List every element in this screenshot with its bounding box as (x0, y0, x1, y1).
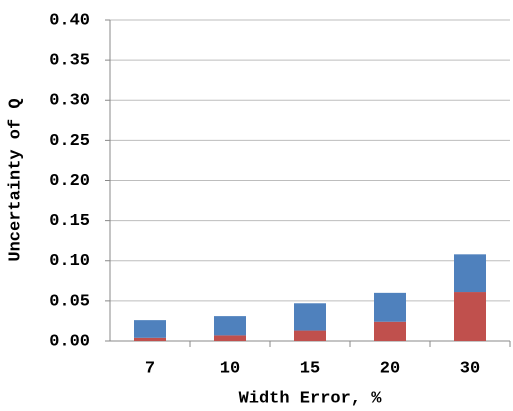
y-tick-label: 0.15 (49, 212, 90, 231)
y-tick-label: 0.00 (49, 332, 90, 351)
x-axis-title: Width Error, % (239, 389, 383, 408)
bar-segment (374, 292, 406, 322)
y-tick-label: 0.40 (49, 11, 90, 30)
bar-segment (454, 254, 486, 293)
y-axis-title: Uncertainty of Q (6, 98, 25, 261)
x-tick-label: 30 (460, 359, 480, 378)
y-tick-label: 0.05 (49, 292, 90, 311)
bar-segment (134, 337, 166, 341)
y-tick-label: 0.30 (49, 92, 90, 111)
x-tick-label: 7 (145, 359, 155, 378)
bar-segment (454, 292, 486, 341)
bar-segment (294, 330, 326, 341)
y-tick-label: 0.20 (49, 172, 90, 191)
y-tick-label: 0.35 (49, 52, 90, 71)
bar-segment (214, 335, 246, 341)
x-tick-label: 15 (300, 359, 320, 378)
x-tick-label: 10 (220, 359, 240, 378)
x-tick-label: 20 (380, 359, 400, 378)
bar-segment (214, 316, 246, 336)
y-tick-label: 0.10 (49, 252, 90, 271)
bar-segment (294, 303, 326, 331)
y-tick-label: 0.25 (49, 132, 90, 151)
bar-segment (134, 320, 166, 338)
bar-segment (374, 321, 406, 341)
